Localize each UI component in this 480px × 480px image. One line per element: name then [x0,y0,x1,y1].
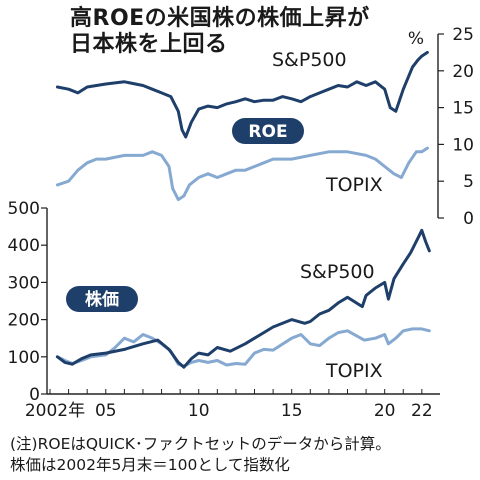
bottom-y-tick-label: 0 [29,385,40,405]
roe-sp500-line [55,50,429,139]
roe-badge [232,118,304,144]
chart-title-line2: 日本株を上回る [70,32,228,57]
x-tick-label: 20 [374,401,396,421]
price-badge-label: 株価 [85,289,119,310]
chart-title-line1: 高ROEの米国株の株価上昇が [70,6,370,31]
note-line1: (注)ROEはQUICK･ファクトセットのデータから計算。 [10,435,391,453]
roe-topix-line [55,146,429,202]
top-y-tick-label: 20 [452,62,474,82]
bottom-y-tick-label: 100 [8,348,40,368]
price-topix-label: TOPIX [325,360,383,382]
price-sp500-line [55,228,431,369]
x-tick-label: 22 [411,401,433,421]
top-y-tick-label: 10 [452,135,474,155]
price-badge [66,286,138,312]
roe-topix-label: TOPIX [325,174,383,196]
top-y-tick-label: 0 [463,209,474,229]
note-line2: 株価は2002年5月末＝100として指数化 [10,456,290,474]
top-unit-label: % [408,29,424,49]
price-topix-line [55,327,431,368]
roe-sp500-label: S&P500 [272,49,347,71]
x-tick-label: 10 [188,401,210,421]
x-tick-label: 2002年 [25,401,85,421]
top-y-tick-label: 15 [452,99,474,119]
top-y-tick-label: 25 [452,25,474,45]
bottom-y-tick-label: 500 [8,199,40,219]
bottom-y-tick-label: 200 [8,311,40,331]
bottom-y-tick-label: 300 [8,273,40,293]
roe-badge-label: ROE [248,122,287,142]
price-sp500-label: S&P500 [300,261,375,283]
top-y-tick-label: 5 [463,172,474,192]
x-tick-label: 05 [95,401,117,421]
x-tick-label: 15 [281,401,303,421]
bottom-y-tick-label: 400 [8,236,40,256]
